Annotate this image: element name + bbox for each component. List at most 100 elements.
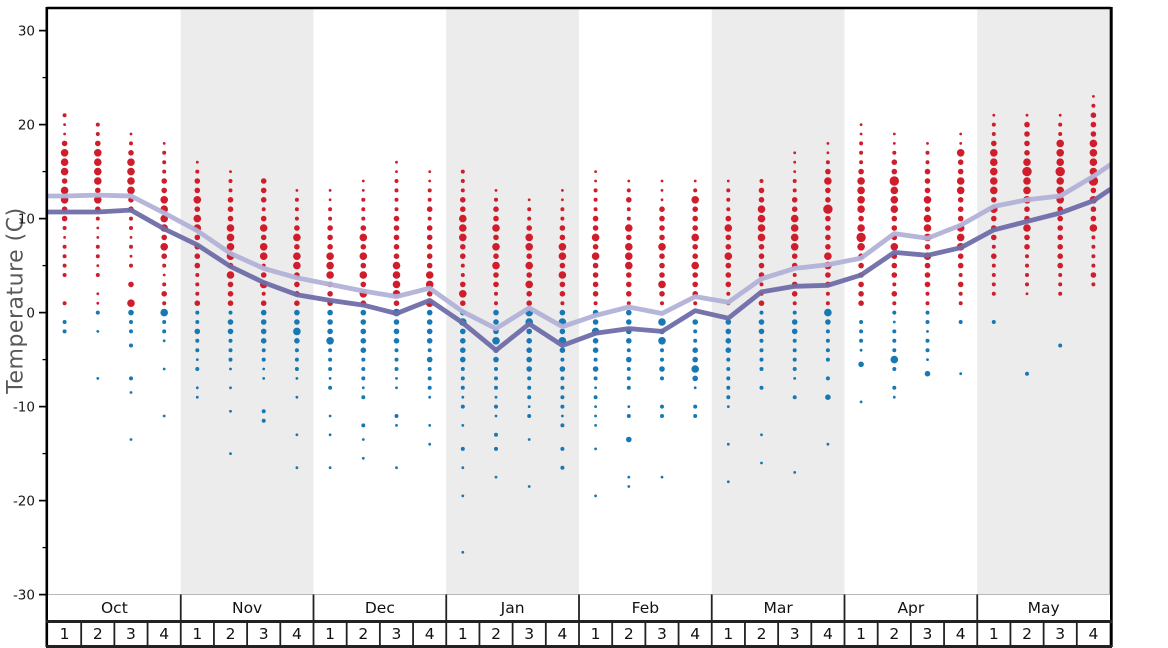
red-dot	[193, 214, 202, 223]
week-label: 3	[923, 625, 933, 643]
red-dot	[428, 170, 432, 174]
blue-dot	[726, 480, 730, 484]
red-dot	[60, 149, 69, 157]
blue-dot	[692, 375, 698, 382]
red-dot	[1090, 187, 1097, 194]
red-dot	[360, 244, 367, 250]
red-dot	[956, 186, 965, 195]
red-dot	[326, 252, 334, 260]
red-dot	[1023, 177, 1031, 185]
blue-dot	[759, 385, 764, 390]
month-cell	[711, 594, 845, 622]
blue-dot	[892, 320, 896, 324]
red-dot	[890, 186, 899, 195]
red-dot	[94, 177, 102, 185]
blue-dot	[262, 377, 266, 380]
red-dot	[957, 215, 964, 222]
red-dot	[758, 253, 765, 259]
month-label: Apr	[897, 599, 924, 617]
red-dot	[1058, 291, 1063, 296]
blue-dot	[162, 320, 167, 324]
week-label: 2	[889, 625, 899, 643]
blue-dot	[527, 395, 532, 400]
red-dot	[525, 243, 533, 251]
red-dot	[1055, 166, 1065, 177]
blue-dot	[395, 386, 398, 390]
red-dot	[691, 261, 699, 270]
blue-dot	[461, 550, 465, 554]
red-dot	[492, 261, 500, 270]
red-dot	[1024, 244, 1030, 250]
blue-dot	[460, 367, 465, 371]
red-dot	[857, 243, 865, 251]
red-dot	[1057, 234, 1063, 241]
red-dot	[395, 170, 398, 174]
red-dot	[426, 244, 433, 250]
blue-dot	[726, 385, 731, 390]
blue-dot	[129, 343, 133, 348]
red-dot	[95, 244, 100, 249]
blue-dot	[626, 338, 632, 344]
red-dot	[825, 244, 831, 250]
blue-dot	[229, 386, 232, 390]
red-dot	[162, 160, 167, 165]
red-dot	[790, 233, 799, 242]
blue-dot	[427, 348, 432, 353]
red-dot	[195, 160, 199, 164]
blue-dot	[493, 356, 499, 363]
red-dot	[824, 252, 832, 260]
red-dot	[227, 197, 234, 203]
blue-dot	[660, 376, 664, 381]
red-dot	[591, 252, 600, 260]
red-dot	[227, 291, 234, 297]
red-dot	[62, 244, 67, 249]
red-dot	[1090, 215, 1097, 222]
blue-dot	[394, 414, 399, 418]
red-dot	[958, 301, 963, 306]
red-dot	[193, 196, 202, 204]
blue-dot	[527, 485, 531, 488]
blue-dot	[129, 329, 133, 334]
blue-dot	[361, 367, 366, 371]
blue-dot	[328, 357, 333, 362]
red-dot	[394, 197, 399, 202]
blue-dot	[194, 328, 201, 335]
blue-dot	[825, 394, 831, 401]
red-dot	[393, 253, 400, 259]
red-dot	[63, 123, 66, 126]
blue-dot	[426, 338, 433, 344]
blue-dot	[494, 446, 498, 451]
red-dot	[793, 170, 797, 174]
blue-dot	[227, 319, 234, 325]
red-dot	[62, 263, 67, 268]
red-dot	[94, 149, 102, 157]
blue-dot	[294, 348, 299, 353]
red-dot	[759, 282, 764, 287]
red-dot	[726, 179, 730, 183]
blue-dot	[261, 409, 266, 414]
red-dot	[889, 176, 899, 186]
blue-dot	[460, 356, 466, 363]
red-dot	[957, 206, 964, 212]
red-dot	[924, 281, 931, 288]
red-dot	[791, 291, 798, 297]
week-label: 2	[757, 625, 767, 643]
blue-dot	[426, 309, 433, 316]
red-dot	[62, 226, 67, 230]
month-cell	[313, 594, 447, 622]
blue-dot	[195, 395, 199, 399]
blue-dot	[560, 385, 565, 390]
blue-dot	[129, 391, 133, 394]
blue-dot	[593, 357, 598, 362]
week-label: 3	[392, 625, 402, 643]
blue-dot	[195, 358, 199, 361]
blue-dot	[725, 338, 732, 344]
blue-dot	[594, 386, 597, 390]
red-dot	[725, 281, 732, 288]
blue-dot	[494, 367, 498, 371]
red-dot	[561, 198, 564, 202]
red-dot	[758, 197, 765, 203]
red-dot	[924, 262, 931, 269]
blue-dot	[360, 309, 367, 316]
red-dot	[260, 234, 267, 241]
